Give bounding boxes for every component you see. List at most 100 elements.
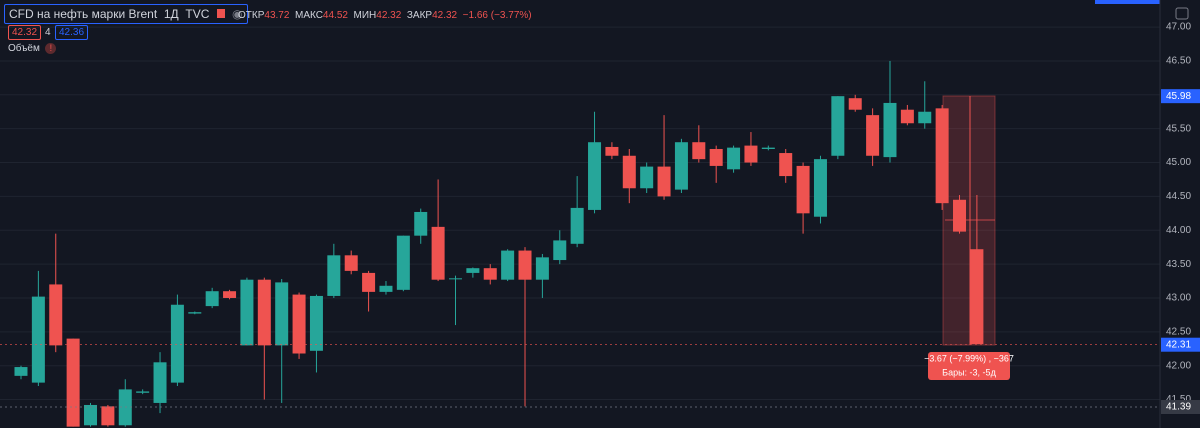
price-label: 42.31 xyxy=(1166,339,1191,350)
candle-body xyxy=(327,255,341,296)
candle-body xyxy=(414,211,428,236)
candle-body xyxy=(831,96,845,156)
measure-area xyxy=(942,95,996,346)
candle-body xyxy=(292,294,306,354)
ohlc: ОТКР43.72 МАКС44.52 МИН42.32 ЗАКР42.32 −… xyxy=(238,10,532,21)
y-tick-label: 43.00 xyxy=(1166,293,1191,304)
symbol-box[interactable]: CFD на нефть марки Brent 1Д TVC ◉ xyxy=(4,4,248,24)
symbol: CFD на нефть марки Brent xyxy=(9,7,158,21)
close-label: ЗАКР xyxy=(406,10,433,21)
close: 42.32 xyxy=(432,10,458,21)
candle-body xyxy=(14,367,28,376)
candle-body xyxy=(605,146,619,156)
candle-body xyxy=(953,199,967,232)
measure-bars: Бары: -3, -5д xyxy=(942,367,996,377)
candle-body xyxy=(501,250,515,280)
candle-body xyxy=(309,295,323,351)
candle-body xyxy=(188,312,202,314)
low-label: МИН xyxy=(353,10,377,21)
measure-change: −3.67 (−7.99%) , −367 xyxy=(924,353,1014,363)
candle-body xyxy=(170,304,184,383)
candle-body xyxy=(900,109,914,124)
y-tick-label: 45.00 xyxy=(1166,157,1191,168)
candle-body xyxy=(883,102,897,158)
candle-body xyxy=(101,406,115,426)
y-tick-label: 42.50 xyxy=(1166,326,1191,337)
candle-body xyxy=(136,391,150,393)
settings-icon[interactable] xyxy=(1175,7,1189,20)
y-tick-label: 46.50 xyxy=(1166,56,1191,67)
candle-body xyxy=(970,249,984,345)
candle-body xyxy=(66,338,80,427)
candle-body xyxy=(84,404,98,426)
candle-body xyxy=(692,142,706,160)
candle-body xyxy=(570,207,584,244)
candle-body xyxy=(257,279,271,346)
candle-body xyxy=(31,296,45,383)
y-tick-label: 47.00 xyxy=(1166,22,1191,33)
candle-body xyxy=(431,226,445,280)
buy-button[interactable]: 42.36 xyxy=(55,25,89,40)
price-label-bg xyxy=(1161,89,1200,104)
change: −1.66 (−3.77%) xyxy=(462,10,532,21)
candle-body xyxy=(640,166,654,189)
y-tick-label: 45.50 xyxy=(1166,123,1191,134)
candle-body xyxy=(761,147,775,149)
candle-body xyxy=(49,284,63,346)
price-label-bg xyxy=(1161,337,1200,352)
candle-body xyxy=(379,285,393,292)
low: 42.32 xyxy=(376,10,402,21)
candle-body xyxy=(848,98,862,110)
candle-body xyxy=(779,153,793,177)
y-tick-label: 44.00 xyxy=(1166,225,1191,236)
top-bar xyxy=(1095,0,1160,4)
y-tick-label: 42.00 xyxy=(1166,360,1191,371)
y-tick-label: 41.50 xyxy=(1166,394,1191,405)
candle-body xyxy=(935,108,949,204)
candle-body xyxy=(727,147,741,170)
candle-body xyxy=(483,268,497,280)
price-label-bg xyxy=(1161,400,1200,415)
candle-body xyxy=(918,111,932,124)
candle-body xyxy=(866,115,880,156)
candle-body xyxy=(205,291,219,307)
sell-button[interactable]: 42.32 xyxy=(8,25,42,40)
flag[interactable] xyxy=(216,9,225,18)
volume: Объём xyxy=(8,43,40,54)
price-label: 41.39 xyxy=(1166,402,1191,413)
eye-icon[interactable]: ◉ xyxy=(232,7,243,21)
candle-body xyxy=(344,255,358,271)
candle-body xyxy=(275,282,289,346)
candle-body xyxy=(223,291,237,298)
candle-body xyxy=(796,165,810,214)
candle-body xyxy=(396,235,410,290)
high-label: МАКС xyxy=(294,10,323,21)
candle-body xyxy=(744,145,758,163)
price-label: 45.98 xyxy=(1166,91,1191,102)
candle-body xyxy=(362,272,376,292)
source: TVC xyxy=(185,7,210,21)
volume-label: Объём ! xyxy=(8,43,57,54)
y-tick-label: 43.50 xyxy=(1166,259,1191,270)
candle-body xyxy=(535,257,549,280)
candle-body xyxy=(622,155,636,189)
candle-body xyxy=(657,166,671,197)
candle-body xyxy=(674,142,688,190)
candle-body xyxy=(466,268,480,273)
candle-body xyxy=(553,240,567,261)
candle-body xyxy=(709,148,723,166)
candle-body xyxy=(153,362,167,403)
candle-body xyxy=(240,279,254,346)
candle-body xyxy=(588,142,602,210)
measure-box xyxy=(928,352,1010,380)
interval: 1Д xyxy=(163,7,179,21)
high: 44.52 xyxy=(322,10,348,21)
open: 43.72 xyxy=(264,10,290,21)
candle-body xyxy=(813,159,827,217)
open-label: ОТКР xyxy=(238,10,265,21)
y-tick-label: 44.50 xyxy=(1166,191,1191,202)
warning[interactable]: ! xyxy=(45,43,57,54)
candle-body xyxy=(518,250,532,280)
